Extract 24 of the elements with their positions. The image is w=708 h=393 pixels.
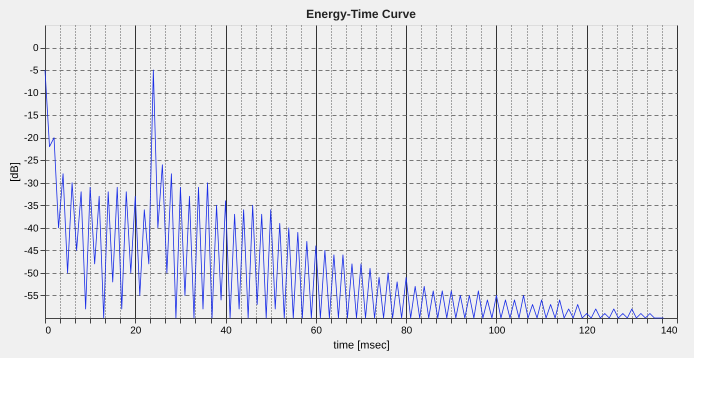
y-tick-label: -25: [24, 156, 39, 167]
y-tick-label: -5: [30, 66, 39, 77]
y-tick-label: -30: [24, 178, 39, 190]
y-tick-label: -20: [24, 133, 39, 144]
x-tick-label: 100: [488, 326, 506, 336]
y-tick-label: -15: [24, 110, 39, 122]
x-tick-label: 80: [401, 326, 413, 336]
y-tick-label: -55: [24, 290, 39, 302]
x-tick-label: 40: [220, 326, 232, 336]
y-tick-label: -40: [24, 223, 39, 234]
x-tick-label: 120: [578, 326, 596, 336]
x-tick-label: 20: [130, 326, 142, 336]
x-tick-label: 60: [310, 326, 322, 336]
y-tick-label: 0: [32, 43, 39, 54]
y-tick-label: -10: [24, 88, 39, 100]
x-tick-label: 140: [660, 326, 678, 336]
y-tick-label: -35: [24, 200, 39, 212]
chart-title: Energy-Time Curve: [306, 7, 416, 21]
y-tick-label: -50: [24, 268, 39, 280]
y-tick-label: -45: [24, 246, 39, 257]
x-tick-label: 0: [46, 326, 52, 336]
line-series: [44, 70, 664, 318]
y-axis-title: [dB]: [9, 162, 22, 182]
x-axis-title: time [msec]: [333, 340, 390, 352]
